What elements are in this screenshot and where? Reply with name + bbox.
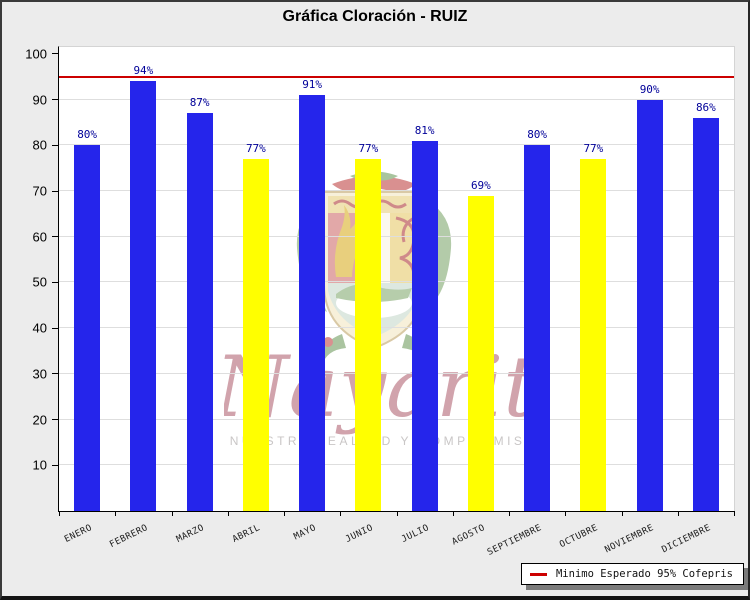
y-gridline bbox=[59, 98, 734, 100]
x-axis-tick bbox=[340, 511, 342, 516]
threshold-line bbox=[59, 75, 734, 78]
y-axis-tick bbox=[52, 281, 59, 283]
y-axis-tick bbox=[52, 99, 59, 101]
y-axis-tick-label: 70 bbox=[32, 183, 47, 199]
plot-area: Nayarit NUESTRA LEALTAD Y COMPROMISO 102… bbox=[25, 46, 735, 558]
y-axis-tick-label: 90 bbox=[32, 92, 47, 108]
bar bbox=[242, 159, 269, 511]
bar bbox=[524, 145, 551, 511]
bar-value-label: 87% bbox=[189, 96, 210, 110]
bar-value-label: 94% bbox=[133, 64, 154, 78]
bar bbox=[130, 81, 157, 511]
y-axis-tick-label: 20 bbox=[32, 412, 47, 428]
y-gridline bbox=[59, 190, 734, 191]
x-axis-label: ENERO bbox=[62, 523, 94, 545]
y-gridline bbox=[59, 327, 734, 329]
x-axis-label: DICIEMBRE bbox=[659, 523, 713, 556]
y-gridline bbox=[59, 372, 734, 374]
y-axis-tick bbox=[52, 464, 59, 466]
x-axis-label: ABRIL bbox=[231, 523, 263, 545]
y-axis-tick bbox=[52, 236, 59, 238]
legend-line-swatch bbox=[529, 572, 547, 576]
x-axis-label: SEPTIEMBRE bbox=[485, 523, 544, 558]
x-axis-tick bbox=[565, 511, 567, 516]
legend: Minimo Esperado 95% Cofepris bbox=[520, 563, 744, 585]
x-axis-tick bbox=[227, 511, 229, 516]
bar-value-label: 90% bbox=[639, 82, 660, 96]
bar bbox=[636, 99, 663, 511]
y-gridline bbox=[59, 464, 734, 466]
bar-value-label: 77% bbox=[358, 142, 379, 155]
bar-value-label: 91% bbox=[302, 78, 323, 91]
x-axis-tick bbox=[396, 511, 398, 516]
x-axis-tick bbox=[621, 511, 623, 516]
bar-value-label: 77% bbox=[245, 142, 266, 155]
y-axis-tick-label: 60 bbox=[32, 229, 47, 245]
legend-label: Minimo Esperado 95% Cofepris bbox=[555, 568, 733, 580]
bar-value-label: 81% bbox=[414, 123, 435, 137]
bar bbox=[692, 117, 719, 511]
bar-value-label: 86% bbox=[695, 100, 716, 114]
bar-value-label: 80% bbox=[77, 128, 98, 142]
bar bbox=[299, 95, 326, 511]
bar-value-label: 69% bbox=[470, 178, 491, 192]
bar bbox=[355, 159, 382, 511]
y-axis-tick-label: 40 bbox=[32, 320, 47, 336]
bar bbox=[580, 159, 607, 511]
bar-value-label: 77% bbox=[583, 142, 604, 155]
y-axis-tick bbox=[52, 144, 59, 146]
bar bbox=[74, 145, 101, 511]
x-axis-tick bbox=[734, 511, 735, 516]
y-axis-tick bbox=[52, 373, 59, 375]
x-axis-tick bbox=[115, 511, 117, 516]
x-axis-tick bbox=[452, 511, 454, 516]
y-gridline bbox=[59, 418, 734, 420]
x-axis-label: MARZO bbox=[175, 523, 207, 545]
y-gridline bbox=[59, 281, 734, 283]
x-axis-tick bbox=[171, 511, 173, 516]
bar bbox=[467, 195, 494, 511]
x-axis-label: NOVIEMBRE bbox=[603, 523, 657, 556]
y-axis-tick-label: 80 bbox=[32, 137, 47, 153]
bar bbox=[411, 140, 438, 511]
x-axis-label: FEBRERO bbox=[108, 523, 150, 551]
x-axis-tick bbox=[677, 511, 679, 516]
x-axis-label: MAYO bbox=[292, 523, 319, 543]
y-gridline bbox=[59, 235, 734, 237]
x-axis-label: JULIO bbox=[400, 523, 432, 545]
y-axis-tick bbox=[52, 327, 59, 329]
y-axis-tick-label: 10 bbox=[32, 457, 47, 473]
x-axis-label: JUNIO bbox=[343, 523, 375, 545]
y-axis-tick-label: 50 bbox=[32, 274, 47, 290]
x-axis-tick bbox=[59, 511, 60, 516]
y-axis-tick-label: 30 bbox=[32, 366, 47, 382]
bar-value-label: 80% bbox=[527, 128, 548, 142]
x-axis-tick bbox=[509, 511, 510, 516]
x-axis-tick bbox=[284, 511, 285, 516]
y-gridline bbox=[59, 144, 734, 146]
y-axis-tick bbox=[52, 190, 59, 192]
chart-title: Gráfica Cloración - RUIZ bbox=[282, 8, 468, 25]
x-axis-label: AGOSTO bbox=[450, 523, 488, 548]
y-axis-tick-label: 100 bbox=[25, 46, 47, 62]
x-axis-label: OCTUBRE bbox=[558, 523, 600, 551]
bar bbox=[186, 113, 213, 511]
y-axis-tick bbox=[52, 53, 59, 55]
y-axis-tick bbox=[52, 419, 59, 421]
